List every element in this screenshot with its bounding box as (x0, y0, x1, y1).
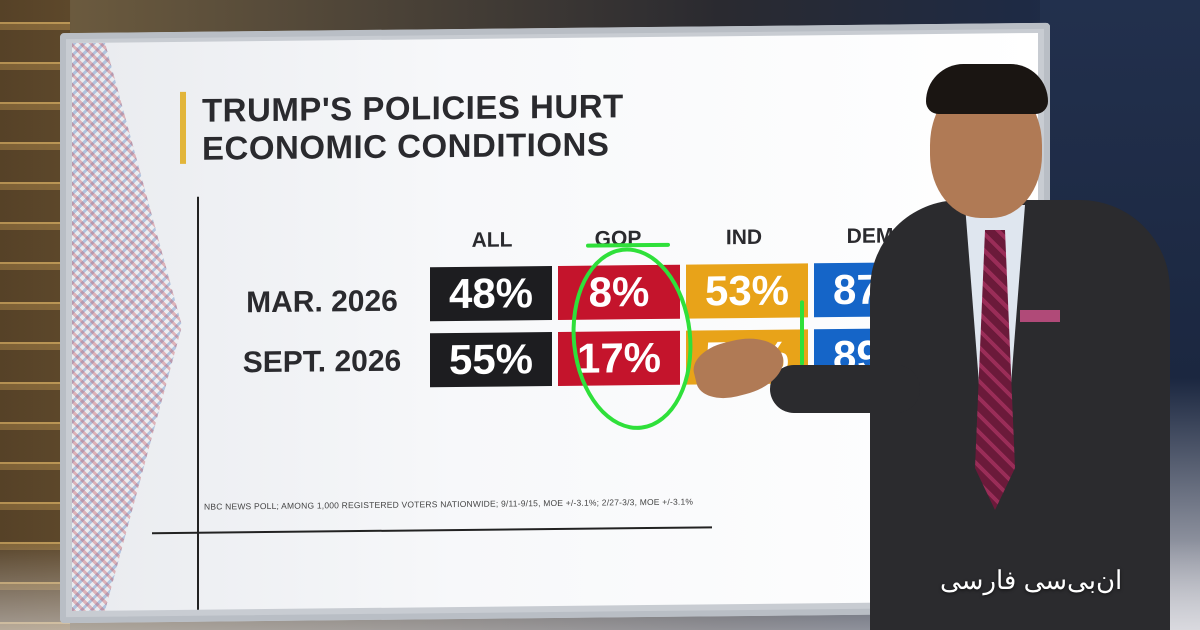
vertical-divider (197, 196, 199, 612)
row-label-mar: MAR. 2026 (246, 284, 398, 320)
channel-watermark: ان‌بی‌سی فارسی (940, 565, 1123, 595)
presenter (680, 60, 1180, 630)
row-label-sept: SEPT. 2026 (242, 344, 402, 380)
cell-sept-all: 55% (430, 332, 552, 388)
footnote-divider (152, 526, 712, 535)
presenter-pocket-square (1020, 310, 1060, 322)
presenter-arm (770, 365, 920, 413)
graphic-title: TRUMP'S POLICIES HURT ECONOMIC CONDITION… (202, 87, 624, 167)
presenter-suit (870, 200, 1170, 630)
decorative-pattern (72, 42, 182, 611)
column-header-all: ALL (471, 228, 513, 252)
studio-left-decor (0, 0, 70, 630)
footnote: NBC NEWS POLL; AMONG 1,000 REGISTERED VO… (204, 496, 694, 512)
presenter-hair (926, 64, 1048, 114)
title-accent-bar (180, 91, 186, 164)
cell-mar-all: 48% (430, 266, 552, 322)
